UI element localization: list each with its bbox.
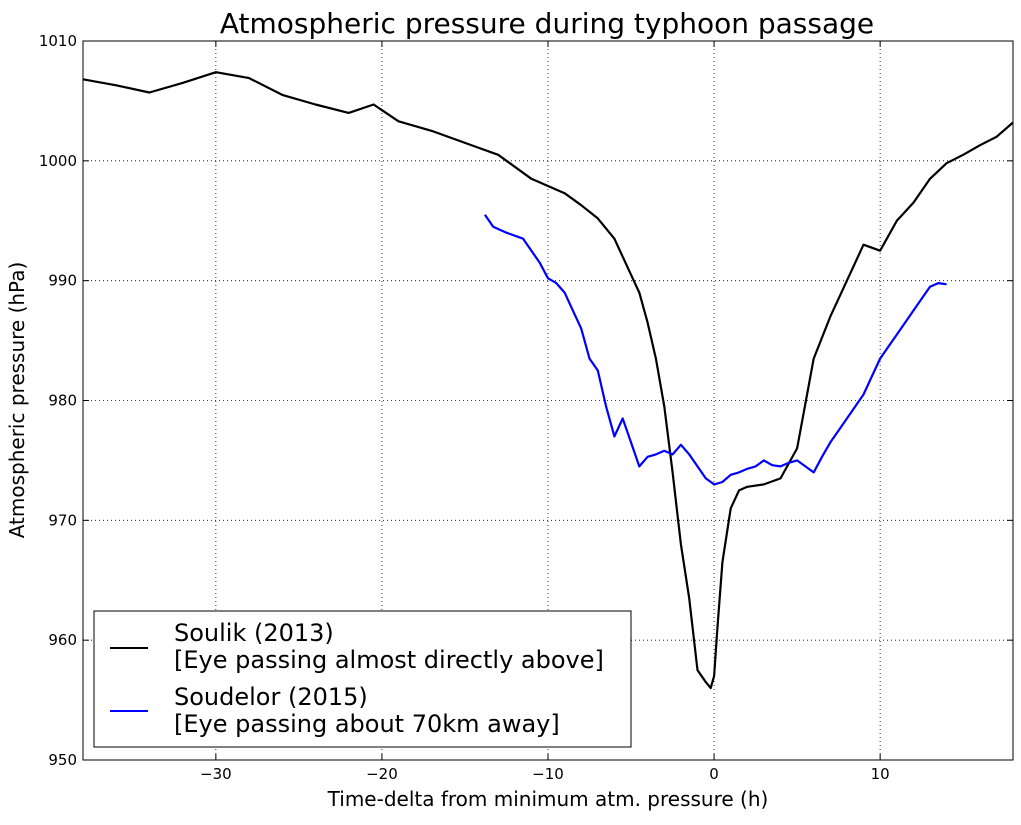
- series-line-soudelor: [483, 214, 947, 486]
- x-axis-label: Time-delta from minimum atm. pressure (h…: [327, 787, 769, 811]
- legend-label-soudelor-note: [Eye passing about 70km away]: [174, 710, 560, 738]
- x-tick-label: −30: [200, 765, 232, 783]
- x-tick-label: 0: [709, 765, 719, 783]
- legend-label-soudelor: Soudelor (2015): [174, 683, 368, 711]
- y-tick-label: 960: [48, 631, 77, 649]
- series-line-soulik: [82, 71, 1014, 690]
- chart-title: Atmospheric pressure during typhoon pass…: [220, 7, 874, 40]
- legend-box: [93, 610, 632, 748]
- plot-series: [82, 71, 1014, 690]
- y-tick-label: 970: [48, 511, 77, 529]
- y-tick-label: 990: [48, 272, 77, 290]
- y-tick-label: 980: [48, 392, 77, 410]
- axis-ticks: −30 −20 −10 0 10 950 960 970 980 990 1000 1010: [39, 32, 1013, 783]
- y-tick-label: 950: [48, 751, 77, 769]
- y-tick-label: 1000: [39, 152, 77, 170]
- x-tick-label: −20: [366, 765, 398, 783]
- y-axis-label: Atmospheric pressure (hPa): [5, 262, 29, 539]
- x-tick-label: 10: [871, 765, 890, 783]
- legend-label-soulik: Soulik (2013): [174, 619, 334, 647]
- x-tick-label: −10: [532, 765, 564, 783]
- legend-label-soulik-note: [Eye passing almost directly above]: [174, 646, 604, 674]
- y-tick-label: 1010: [39, 32, 77, 50]
- legend: Soulik (2013) [Eye passing almost direct…: [93, 610, 632, 748]
